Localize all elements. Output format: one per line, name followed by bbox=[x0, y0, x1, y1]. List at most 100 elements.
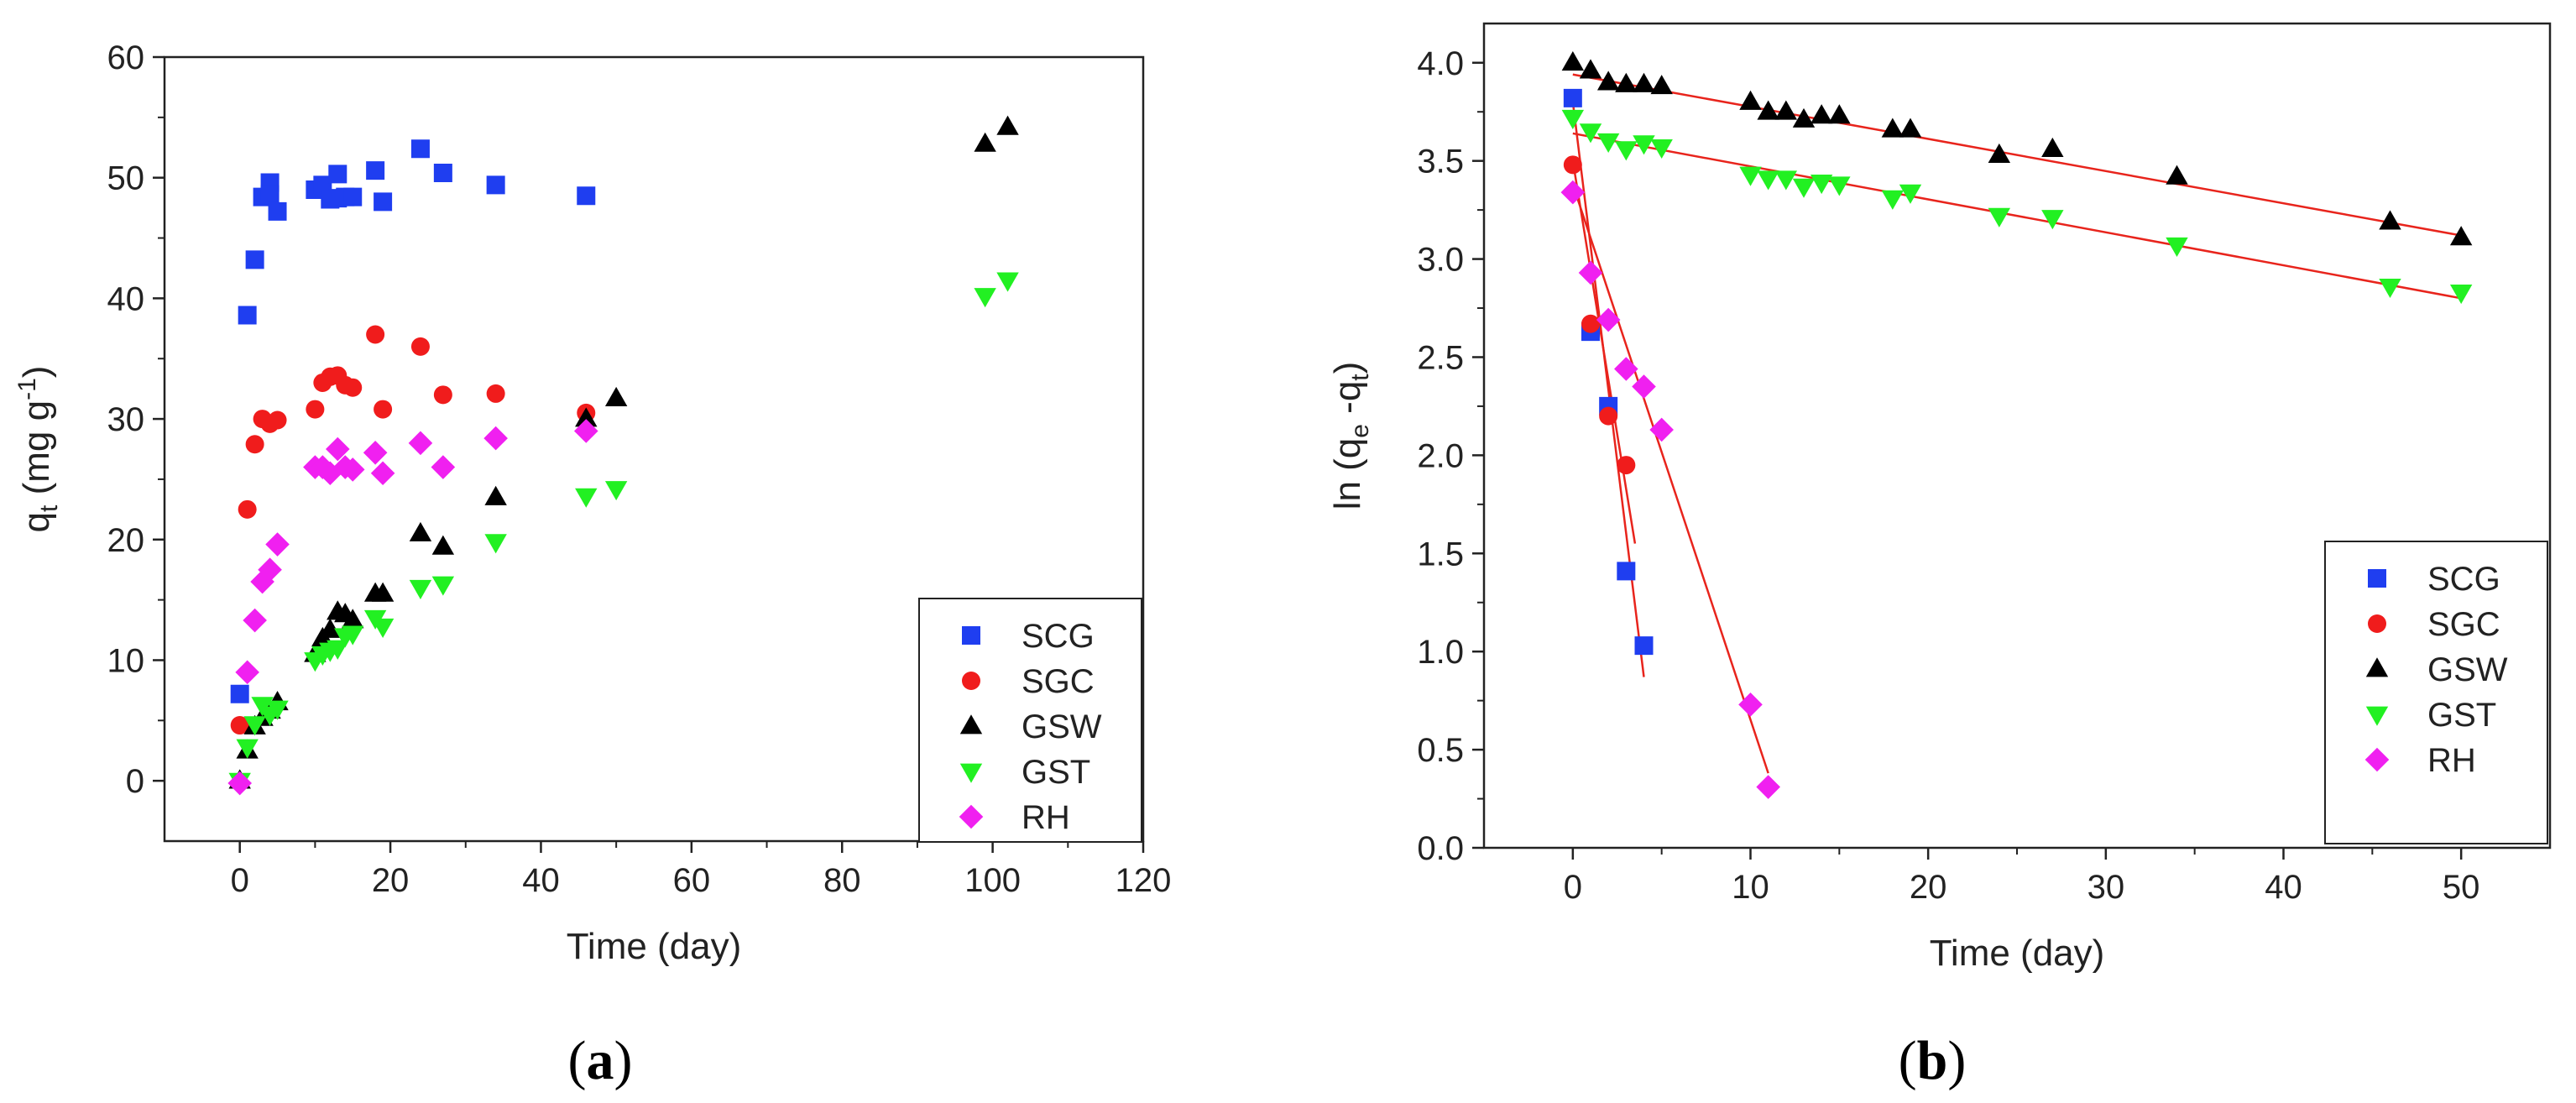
legend-box bbox=[918, 598, 1142, 843]
point-gst bbox=[1579, 123, 1602, 144]
y-tick-label: 20 bbox=[107, 522, 145, 559]
point-gst bbox=[996, 272, 1019, 292]
x-tick-label: 40 bbox=[2265, 869, 2302, 906]
legend-label-rh: RH bbox=[2427, 742, 2476, 779]
point-gst bbox=[1792, 178, 1816, 198]
point-rh bbox=[1632, 374, 1656, 399]
point-gsw bbox=[1650, 75, 1673, 95]
point-gst bbox=[1615, 141, 1638, 161]
point-gst bbox=[1650, 139, 1673, 159]
point-sgc bbox=[306, 400, 325, 419]
legend-label-rh: RH bbox=[1022, 799, 1070, 836]
y-axis-title-part: t bbox=[1346, 374, 1374, 381]
point-gsw bbox=[1757, 100, 1779, 120]
point-sgc bbox=[268, 410, 287, 430]
point-rh bbox=[1578, 260, 1603, 285]
point-gst bbox=[1739, 166, 1762, 186]
y-tick-label: 1.0 bbox=[1417, 634, 1464, 671]
point-gst bbox=[1899, 184, 1922, 204]
y-tick-label: 40 bbox=[107, 280, 145, 317]
x-tick-label: 10 bbox=[1732, 869, 1769, 906]
y-tick-label: 1.5 bbox=[1417, 536, 1464, 572]
point-scg bbox=[313, 175, 332, 195]
point-scg bbox=[343, 187, 363, 206]
point-sgc bbox=[1599, 406, 1618, 426]
point-rh bbox=[1596, 307, 1621, 332]
series-gst bbox=[228, 272, 1019, 792]
point-gst bbox=[342, 625, 364, 646]
legend-marker-gsw bbox=[959, 714, 983, 734]
legend-marker-sgc bbox=[962, 672, 980, 690]
series-scg bbox=[230, 139, 596, 703]
legend-label-sgc: SGC bbox=[1022, 663, 1095, 700]
point-sgc bbox=[486, 384, 505, 403]
y-axis-title-part: ) bbox=[1327, 362, 1368, 374]
legend-box bbox=[2324, 541, 2548, 844]
point-scg bbox=[410, 139, 430, 159]
fit-line-rh bbox=[1571, 184, 1769, 774]
point-sgc bbox=[366, 325, 385, 344]
point-gst bbox=[236, 739, 259, 759]
series-scg bbox=[1563, 88, 1654, 656]
y-tick-label: 30 bbox=[107, 401, 145, 438]
point-gsw bbox=[1988, 143, 2011, 164]
y-tick-label: 3.0 bbox=[1417, 242, 1464, 279]
point-gsw bbox=[431, 535, 455, 555]
point-rh bbox=[370, 461, 395, 486]
point-gsw bbox=[575, 407, 598, 427]
y-tick-label: 4.0 bbox=[1417, 45, 1464, 82]
point-gsw bbox=[1899, 118, 1922, 138]
point-sgc bbox=[245, 435, 264, 454]
point-gst bbox=[1633, 135, 1655, 155]
point-rh bbox=[1756, 775, 1780, 799]
point-gst bbox=[409, 579, 432, 599]
point-gsw bbox=[1633, 72, 1655, 92]
panel-label: (a) bbox=[568, 1030, 633, 1091]
point-gst bbox=[974, 288, 996, 308]
x-tick-label: 0 bbox=[231, 862, 249, 899]
point-gst bbox=[431, 576, 455, 596]
point-rh bbox=[573, 419, 598, 443]
legend-label-gsw: GSW bbox=[2427, 651, 2508, 688]
point-sgc bbox=[1617, 456, 1636, 475]
x-axis-title: Time (day) bbox=[1930, 933, 2105, 974]
legend-marker-scg bbox=[962, 626, 980, 645]
y-axis-title-part: e bbox=[1346, 424, 1374, 438]
point-gsw bbox=[1881, 118, 1905, 138]
point-gst bbox=[1561, 109, 1585, 129]
point-scg bbox=[245, 250, 264, 269]
point-gsw bbox=[2041, 137, 2064, 157]
point-gst bbox=[371, 618, 394, 638]
y-tick-label: 60 bbox=[107, 39, 145, 76]
point-gsw bbox=[1596, 71, 1620, 91]
panel-label: (b) bbox=[1899, 1030, 1967, 1091]
x-tick-label: 50 bbox=[2443, 869, 2480, 906]
y-tick-label: 0.5 bbox=[1417, 732, 1464, 769]
point-rh bbox=[340, 457, 365, 482]
legend-label-gsw: GSW bbox=[1022, 708, 1102, 745]
fit-line-scg bbox=[1571, 102, 1645, 677]
y-axis-title-part: -1 bbox=[13, 378, 41, 400]
chart-panel-a: 0 20 40 60 80 100 120 0 10 20 30 40 50 60 Time (day) qt… bbox=[13, 39, 1171, 1091]
point-scg bbox=[260, 185, 280, 204]
y-tick-label: 0 bbox=[126, 763, 144, 800]
point-gsw bbox=[2379, 210, 2401, 230]
point-rh bbox=[1560, 180, 1586, 205]
panel-letter: b bbox=[1917, 1030, 1948, 1091]
legend-label-scg: SCG bbox=[2427, 561, 2500, 598]
chart-panel-b: 0 10 20 30 40 50 0.0 0.5 1.0 1.5 2.0 2.5 3.0 3.5 4.0 Ti… bbox=[1327, 22, 2552, 1091]
legend-label-gst: GST bbox=[1022, 754, 1090, 791]
point-rh bbox=[243, 608, 267, 633]
point-gsw bbox=[484, 485, 507, 505]
series-gsw bbox=[1561, 51, 2473, 246]
point-rh bbox=[325, 436, 350, 462]
point-gst bbox=[1757, 170, 1779, 191]
point-scg bbox=[366, 161, 385, 180]
point-rh bbox=[311, 455, 335, 479]
point-gsw bbox=[2449, 226, 2473, 246]
fit-line-sgc bbox=[1571, 160, 1637, 544]
point-gsw bbox=[1579, 59, 1602, 79]
legend-marker-gst bbox=[2365, 706, 2389, 726]
point-gsw bbox=[604, 386, 628, 406]
y-axis-title-part: ln (q bbox=[1327, 438, 1368, 510]
